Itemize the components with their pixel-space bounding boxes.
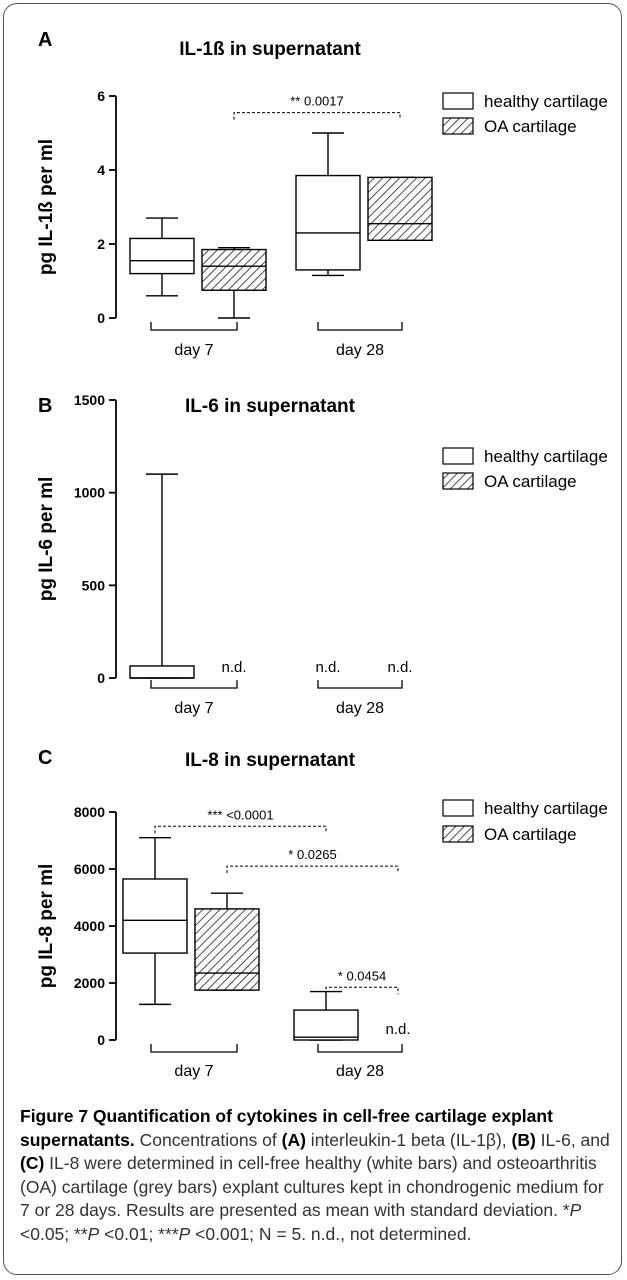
- panel-a-group-label: day 7: [174, 342, 213, 359]
- panel-a-box-day28-healthy: [295, 174, 361, 271]
- panel-b-nd-label: n.d.: [387, 659, 412, 676]
- panel-b-legend-label-oa: OA cartilage: [484, 472, 577, 491]
- panel-c-y-tick-label: 6000: [74, 861, 105, 877]
- panel-b-y-axis-label: pg IL-6 per ml: [36, 477, 57, 602]
- panel-a-legend-swatch-oa: [442, 117, 474, 135]
- panel-c-y-tick-label: 4000: [74, 918, 105, 934]
- panel-c-significance-label: * 0.0265: [288, 847, 336, 862]
- panel-b-nd-label: n.d.: [315, 659, 340, 676]
- panel-c-group-label: day 7: [174, 1063, 213, 1080]
- panel-c-significance-label: * 0.0454: [338, 968, 386, 983]
- panel-a-significance-bracket: [233, 112, 401, 120]
- panel-b-title: IL-6 in supernatant: [185, 396, 356, 417]
- panel-c-y-tick-label: 0: [97, 1032, 105, 1048]
- panel-a-y-tick-label: 6: [97, 88, 105, 104]
- panel-a-title: IL-1ß in supernatant: [179, 39, 361, 60]
- panel-a-group-bracket: [317, 322, 403, 331]
- panel-b-legend-swatch-oa: [442, 472, 474, 490]
- panel-c-group-label: day 28: [336, 1063, 384, 1080]
- caption-body-7: <0.001; N = 5. n.d., not determined.: [190, 1223, 472, 1244]
- panel-b-legend-swatch-healthy: [442, 447, 474, 465]
- panel-b-y-tick-label: 1000: [74, 485, 105, 501]
- panel-a-legend-label-oa: OA cartilage: [484, 117, 577, 136]
- panel-c-il8: C IL-8 in supernatant 0 2000 4000 6000 8000 pg …: [36, 747, 608, 1080]
- panel-a-group-bracket: [150, 322, 238, 331]
- panel-a-box-day7-healthy: [129, 237, 195, 275]
- figure-caption: Figure 7 Quantification of cytokines in …: [20, 1105, 610, 1247]
- panel-a-box-day7-oa: [201, 248, 267, 291]
- panel-c-y-axis-label: pg IL-8 per ml: [36, 864, 57, 989]
- panel-b-group-bracket: [317, 680, 403, 689]
- panel-c-legend-label-healthy: healthy cartilage: [484, 799, 608, 818]
- panel-c-y-tick-label: 8000: [74, 804, 105, 820]
- panel-a-y-tick-label: 0: [97, 310, 105, 326]
- caption-body-2: interleukin-1 beta (IL-1β),: [305, 1129, 512, 1150]
- caption-body-1: Concentrations of: [134, 1129, 282, 1150]
- caption-body-6: <0.01; ***: [99, 1223, 179, 1244]
- panel-c-legend-swatch-healthy: [442, 799, 474, 817]
- caption-body-3: IL-6, and: [535, 1129, 610, 1150]
- panel-b-box-day7-healthy: [129, 665, 195, 679]
- panel-a-letter: A: [38, 29, 52, 51]
- panel-a-y-tick-label: 4: [97, 162, 105, 178]
- panel-a-il1b: A IL-1ß in supernatant 0 2 4 6 pg IL-1ß per ml…: [36, 29, 608, 359]
- panel-a-box-day28-oa: [367, 176, 433, 241]
- panel-c-significance-label: *** <0.0001: [207, 807, 273, 822]
- panel-b-group-bracket: [150, 680, 238, 689]
- panel-c-group-bracket: [317, 1044, 403, 1053]
- panel-c-y-tick-label: 2000: [74, 975, 105, 991]
- panel-a-group-label: day 28: [336, 342, 384, 359]
- panel-b-il6: B IL-6 in supernatant 0 500 1000 1500 pg IL-6 …: [36, 392, 608, 717]
- panel-c-legend-swatch-oa: [442, 825, 474, 843]
- panel-b-y-tick-label: 1500: [74, 392, 105, 408]
- panel-c-significance-bracket: [154, 825, 327, 834]
- panel-c-letter: C: [38, 747, 52, 769]
- panel-a-significance-label: ** 0.0017: [290, 94, 344, 109]
- caption-title: Figure 7 Quantification of cytokines in …: [20, 1106, 553, 1150]
- panel-c-significance-bracket: [226, 865, 399, 874]
- panel-c-box-day7-oa: [194, 908, 260, 991]
- panel-a-y-tick-label: 2: [97, 236, 105, 252]
- panel-c-title: IL-8 in supernatant: [185, 750, 356, 771]
- panel-c-box-day7-healthy: [122, 878, 188, 954]
- panel-c-nd-label: n.d.: [385, 1021, 410, 1038]
- caption-ref-c: (C): [20, 1153, 45, 1174]
- panel-b-nd-label: n.d.: [221, 659, 246, 676]
- panel-c-group-bracket: [150, 1044, 238, 1053]
- caption-body-5: <0.05; **: [20, 1223, 88, 1244]
- panel-c-legend-label-oa: OA cartilage: [484, 825, 577, 844]
- panel-c-significance-bracket: [325, 986, 399, 995]
- panel-a-legend-label-healthy: healthy cartilage: [484, 92, 608, 111]
- caption-p-1: P: [569, 1200, 582, 1221]
- caption-ref-a: (A): [281, 1129, 306, 1150]
- caption-p-2: P: [87, 1223, 100, 1244]
- caption-p-3: P: [178, 1223, 191, 1244]
- panel-b-group-label: day 7: [174, 700, 213, 717]
- caption-ref-b: (B): [511, 1129, 536, 1150]
- panel-b-group-label: day 28: [336, 700, 384, 717]
- panel-a-legend-swatch-healthy: [442, 92, 474, 110]
- caption-body-4: IL-8 were determined in cell-free health…: [20, 1153, 604, 1221]
- panel-b-letter: B: [38, 395, 52, 417]
- panel-a-y-axis-label: pg IL-1ß per ml: [36, 139, 57, 275]
- panel-b-legend-label-healthy: healthy cartilage: [484, 447, 608, 466]
- panel-c-box-day28-healthy: [293, 1009, 359, 1041]
- panel-b-y-tick-label: 0: [97, 670, 105, 686]
- panel-b-y-tick-label: 500: [82, 577, 106, 593]
